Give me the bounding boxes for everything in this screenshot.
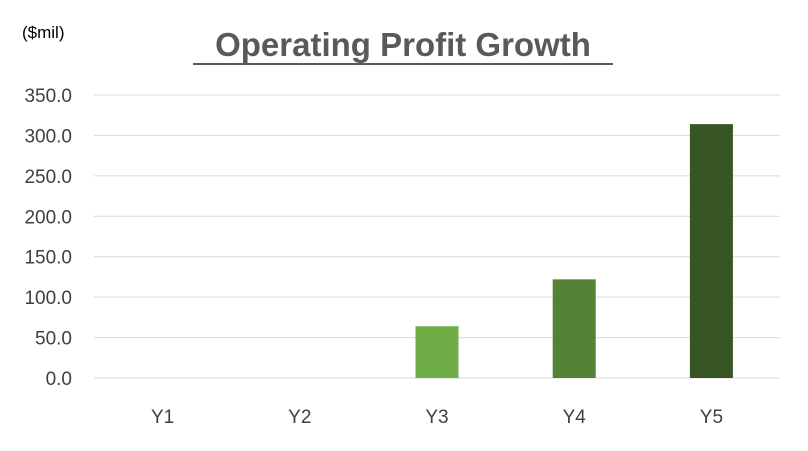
x-tick-label: Y3 [425, 407, 448, 428]
y-axis-ticks: 0.0 50.0 100.0 150.0 200.0 250.0 300.0 350.0 [24, 86, 72, 390]
y-tick-label: 350.0 [24, 86, 72, 107]
x-tick-label: Y1 [151, 407, 174, 428]
y-tick-label: 300.0 [24, 126, 72, 147]
chart-title: Operating Profit Growth [215, 26, 591, 63]
y-tick-label: 250.0 [24, 167, 72, 188]
y-tick-label: 150.0 [24, 248, 72, 269]
bar-y3 [415, 326, 459, 378]
bar-y4 [552, 279, 596, 378]
x-tick-label: Y5 [700, 407, 723, 428]
bar-y5 [689, 124, 733, 378]
y-tick-label: 100.0 [24, 288, 72, 309]
y-tick-label: 0.0 [46, 369, 72, 390]
x-axis-ticks: Y1 Y2 Y3 Y4 Y5 [151, 407, 723, 428]
y-tick-label: 50.0 [35, 329, 72, 350]
bars [415, 124, 733, 378]
gridlines [94, 94, 780, 379]
y-tick-label: 200.0 [24, 207, 72, 228]
unit-label: ($mil) [22, 23, 65, 42]
x-tick-label: Y4 [563, 407, 587, 428]
x-tick-label: Y2 [288, 407, 311, 428]
